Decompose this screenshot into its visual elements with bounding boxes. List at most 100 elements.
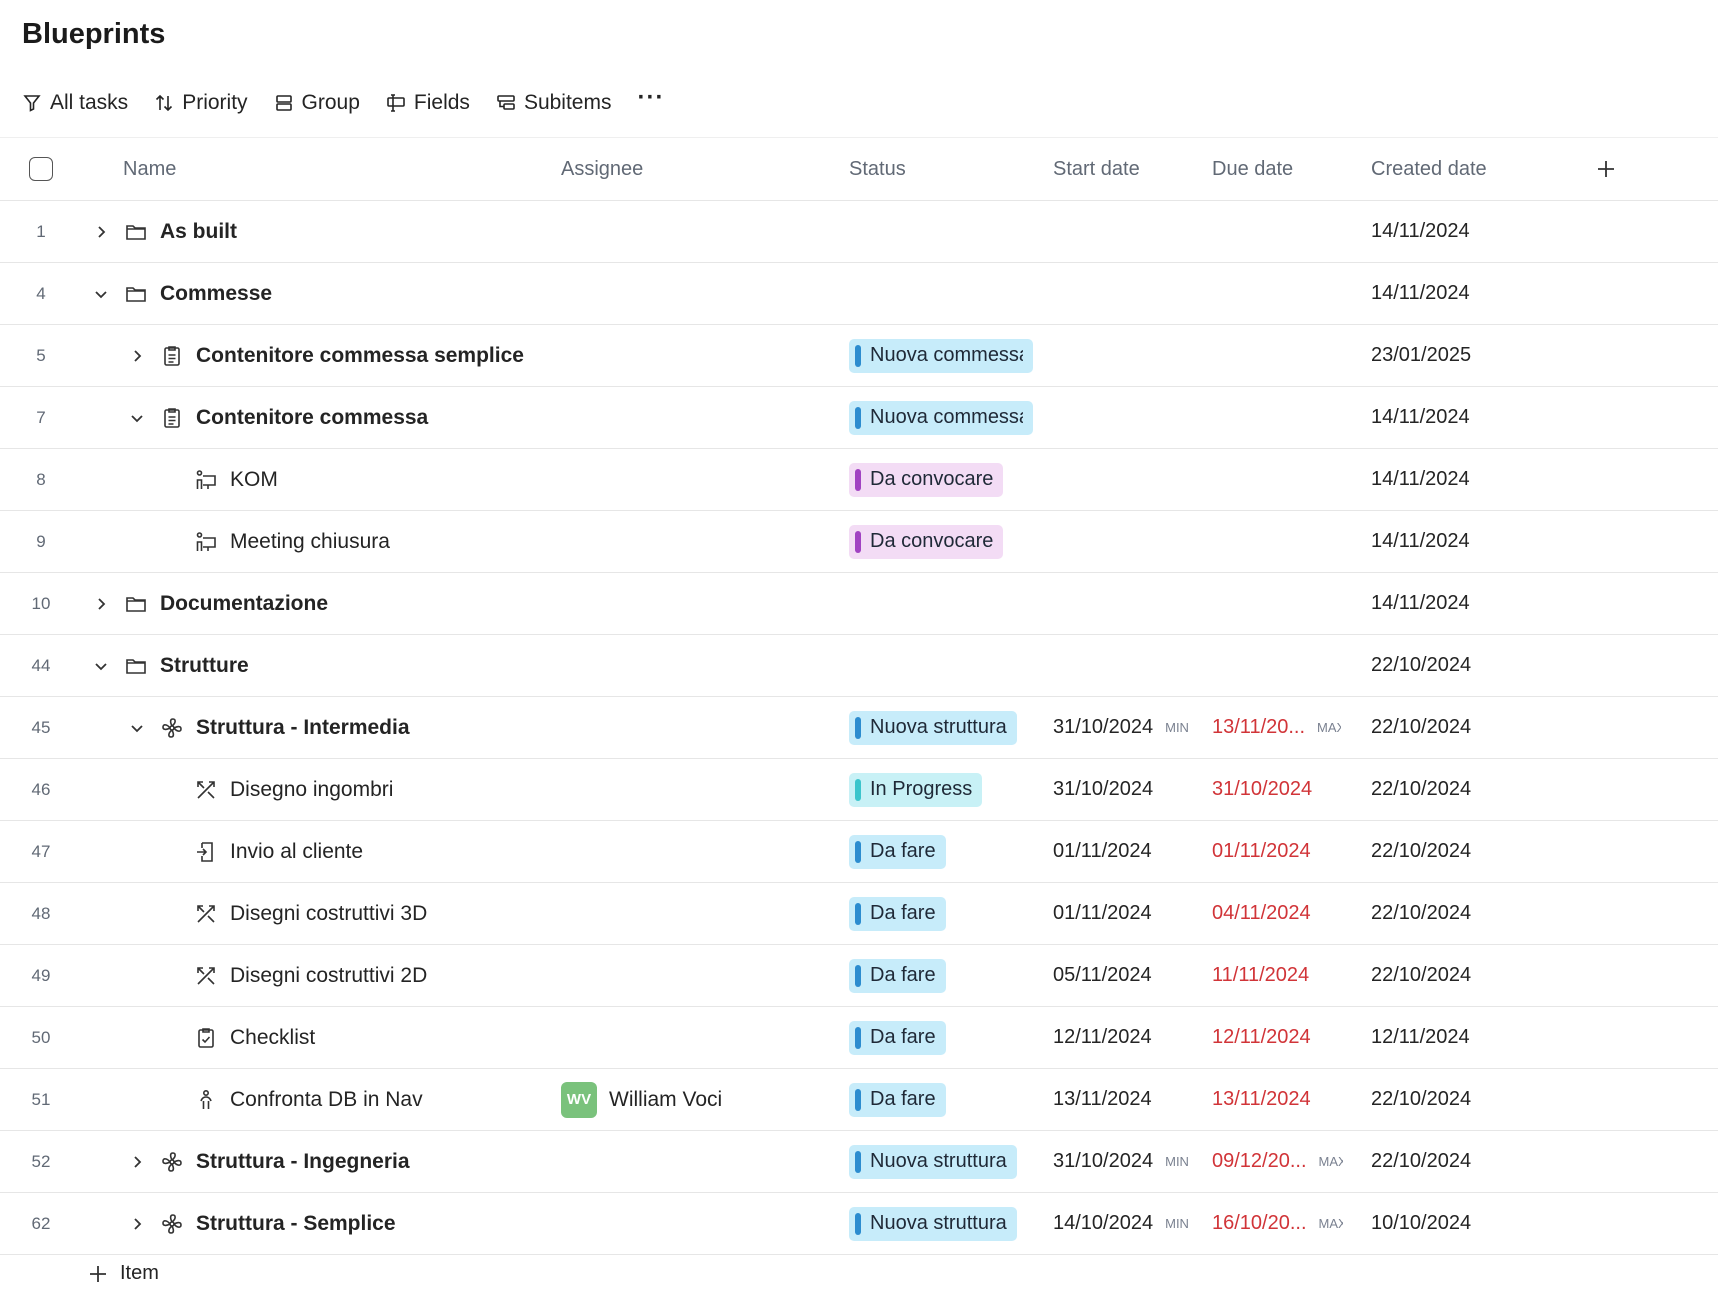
task-name[interactable]: Struttura - Intermedia <box>196 715 410 739</box>
table-row[interactable]: 4 Commesse 14/11/2024 <box>0 263 1718 325</box>
task-name[interactable]: Invio al cliente <box>230 839 364 863</box>
task-name[interactable]: Meeting chiusura <box>230 529 390 553</box>
task-name[interactable]: Strutture <box>160 653 249 677</box>
table-row[interactable]: 8 KOM Da convocare 14/11/2024 <box>0 449 1718 511</box>
max-tag: MAX <box>1318 1154 1343 1169</box>
task-name[interactable]: Contenitore commessa semplice <box>196 343 524 367</box>
task-name[interactable]: Disegno ingombri <box>230 777 394 801</box>
due-date: 11/11/2024 <box>1212 964 1310 986</box>
status-badge[interactable]: Da fare <box>849 896 946 931</box>
task-name[interactable]: Struttura - Semplice <box>196 1211 396 1235</box>
expand-chevron-right-icon[interactable] <box>126 345 148 367</box>
expand-chevron-right-icon[interactable] <box>90 221 112 243</box>
expand-chevron-down-icon[interactable] <box>126 717 148 739</box>
column-header-name[interactable]: Name <box>123 157 177 180</box>
column-header-due-date[interactable]: Due date <box>1212 157 1294 180</box>
table-row[interactable]: 44 Strutture 22/10/2024 <box>0 635 1718 697</box>
avatar[interactable]: WV <box>561 1081 597 1118</box>
table-row[interactable]: 9 Meeting chiusura Da convocare 14/11/20… <box>0 511 1718 573</box>
all-tasks-filter-button[interactable]: All tasks <box>22 91 128 115</box>
expand-chevron-down-icon[interactable] <box>90 283 112 305</box>
checklist-icon <box>194 1026 218 1050</box>
min-tag: MIN <box>1165 720 1189 735</box>
status-badge[interactable]: Nuova struttura <box>849 710 1017 745</box>
column-header-start-date[interactable]: Start date <box>1053 157 1140 180</box>
row-number: 10 <box>31 593 51 613</box>
status-badge[interactable]: Da fare <box>849 958 946 993</box>
table-row[interactable]: 10 Documentazione 14/11/2024 <box>0 573 1718 635</box>
more-options-button[interactable]: ··· <box>637 84 665 111</box>
page-title: Blueprints <box>22 18 166 50</box>
clipboard-icon <box>160 344 184 368</box>
table-row[interactable]: 51 Confronta DB in Nav WV William Voci D… <box>0 1069 1718 1131</box>
add-item-button[interactable]: Item <box>88 1262 159 1285</box>
plus-icon <box>1598 161 1614 177</box>
subitems-button[interactable]: Subitems <box>496 91 612 115</box>
table-row[interactable]: 50 Checklist Da fare 12/11/2024 12/11/20… <box>0 1007 1718 1069</box>
group-button[interactable]: Group <box>274 91 360 115</box>
priority-label: Priority <box>182 91 248 114</box>
start-date: 01/11/2024 <box>1053 902 1152 924</box>
table-row[interactable]: 49 Disegni costruttivi 2D Da fare 05/11/… <box>0 945 1718 1007</box>
start-date: 01/11/2024 <box>1053 840 1152 862</box>
folder-icon <box>124 654 148 678</box>
add-column-button[interactable] <box>1586 138 1626 200</box>
column-header-assignee[interactable]: Assignee <box>561 157 644 180</box>
select-all-checkbox[interactable] <box>29 157 53 181</box>
task-name[interactable]: Commesse <box>160 281 273 305</box>
expand-chevron-down-icon[interactable] <box>90 655 112 677</box>
design-tools-icon <box>194 902 218 926</box>
row-number: 52 <box>31 1151 51 1171</box>
all-tasks-label: All tasks <box>50 91 129 114</box>
table-row[interactable]: 45 Struttura - Intermedia Nuova struttur… <box>0 697 1718 759</box>
table-row[interactable]: 5 Contenitore commessa semplice Nuova co… <box>0 325 1718 387</box>
task-name[interactable]: Documentazione <box>160 591 329 615</box>
start-date: 31/10/2024 <box>1053 716 1154 738</box>
structure-icon <box>160 1150 184 1174</box>
column-header-status[interactable]: Status <box>849 157 906 180</box>
row-number: 46 <box>31 779 51 799</box>
status-badge[interactable]: Da fare <box>849 834 946 869</box>
task-name[interactable]: Disegni costruttivi 3D <box>230 901 428 925</box>
row-number: 51 <box>31 1089 51 1109</box>
task-name[interactable]: Confronta DB in Nav <box>230 1087 423 1111</box>
task-name[interactable]: As built <box>160 219 237 243</box>
priority-sort-button[interactable]: Priority <box>154 91 248 115</box>
status-badge[interactable]: Da convocare <box>849 462 1004 497</box>
table-row[interactable]: 52 Struttura - Ingegneria Nuova struttur… <box>0 1131 1718 1193</box>
expand-chevron-right-icon[interactable] <box>126 1151 148 1173</box>
status-badge[interactable]: In Progress <box>849 772 983 807</box>
table-row[interactable]: 1 As built 14/11/2024 <box>0 201 1718 263</box>
table-row[interactable]: 7 Contenitore commessa Nuova commessa 14… <box>0 387 1718 449</box>
task-name[interactable]: Checklist <box>230 1025 316 1049</box>
status-badge[interactable]: Nuova commessa <box>849 338 1033 373</box>
row-number: 4 <box>36 283 46 303</box>
expand-chevron-right-icon[interactable] <box>126 1213 148 1235</box>
created-date: 14/11/2024 <box>1371 406 1470 428</box>
table-row[interactable]: 46 Disegno ingombri In Progress 31/10/20… <box>0 759 1718 821</box>
table-row[interactable]: 48 Disegni costruttivi 3D Da fare 01/11/… <box>0 883 1718 945</box>
status-badge[interactable]: Da fare <box>849 1082 946 1117</box>
created-date: 14/11/2024 <box>1371 220 1470 242</box>
status-badge[interactable]: Da convocare <box>849 524 1004 559</box>
status-badge[interactable]: Da fare <box>849 1020 946 1055</box>
task-name[interactable]: KOM <box>230 467 278 491</box>
subitems-label: Subitems <box>523 91 612 114</box>
column-header-created-date[interactable]: Created date <box>1371 157 1487 180</box>
due-date: 16/10/20... <box>1212 1212 1307 1234</box>
status-badge[interactable]: Nuova commessa <box>849 400 1033 435</box>
status-badge[interactable]: Nuova struttura <box>849 1144 1017 1179</box>
table-row[interactable]: 47 Invio al cliente Da fare 01/11/2024 0… <box>0 821 1718 883</box>
row-number: 9 <box>36 531 46 551</box>
expand-chevron-right-icon[interactable] <box>90 593 112 615</box>
task-name[interactable]: Struttura - Ingegneria <box>196 1149 410 1173</box>
plus-icon <box>90 1265 106 1282</box>
status-badge[interactable]: Nuova struttura <box>849 1206 1017 1241</box>
table-row[interactable]: 62 Struttura - Semplice Nuova struttura … <box>0 1193 1718 1255</box>
created-date: 14/11/2024 <box>1371 282 1470 304</box>
folder-icon <box>124 282 148 306</box>
task-name[interactable]: Contenitore commessa <box>196 405 429 429</box>
expand-chevron-down-icon[interactable] <box>126 407 148 429</box>
fields-button[interactable]: Fields <box>386 91 470 115</box>
task-name[interactable]: Disegni costruttivi 2D <box>230 963 428 987</box>
